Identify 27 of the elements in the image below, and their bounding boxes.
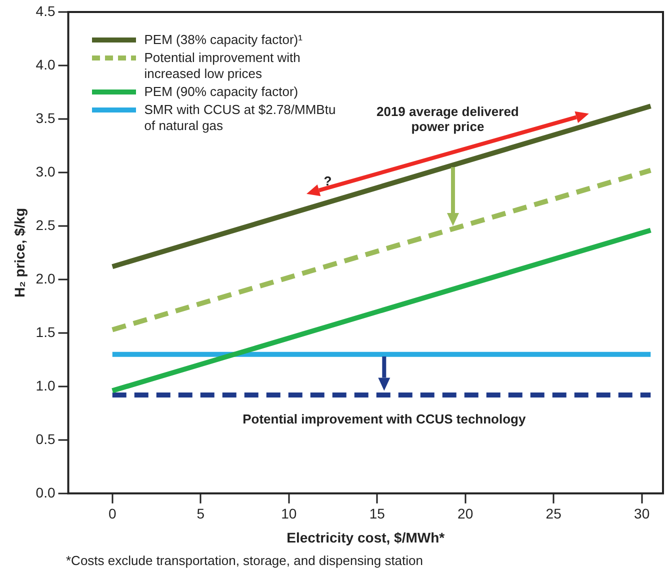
y-tick-label: 0.5 bbox=[36, 430, 56, 447]
annotation: 2019 average delivered power price bbox=[375, 104, 520, 134]
y-axis-title: H₂ price, $/kg bbox=[11, 208, 28, 298]
legend-label: PEM (38% capacity factor)¹ bbox=[144, 32, 304, 48]
y-tick-label: 1.5 bbox=[36, 324, 56, 340]
x-tick-label: 25 bbox=[546, 506, 562, 522]
y-tick-label: 2.5 bbox=[36, 216, 56, 233]
legend-label: PEM (90% capacity factor) bbox=[144, 84, 300, 100]
x-axis-title: Electricity cost, $/MWh* bbox=[286, 529, 446, 546]
legend-label: Potential improvement with increased low prices bbox=[144, 50, 302, 82]
annotation: Potential improvement with CCUS technology bbox=[242, 411, 526, 426]
x-tick-label: 30 bbox=[634, 506, 650, 522]
y-tick-label: 4.5 bbox=[36, 2, 56, 19]
y-tick-label: 1.0 bbox=[36, 377, 56, 394]
text: *Costs exclude transportation, storage, and dispensing station bbox=[66, 553, 423, 568]
x-tick-label: 10 bbox=[281, 506, 297, 522]
x-tick-label: 0 bbox=[108, 506, 116, 522]
legend-label: SMR with CCUS at $2.78/MMBtu of natural gas bbox=[144, 102, 337, 134]
y-tick-label: 3.5 bbox=[36, 110, 56, 126]
y-tick-label: 0.0 bbox=[36, 484, 56, 500]
x-tick-label: 20 bbox=[458, 506, 474, 522]
x-tick-label: 15 bbox=[369, 506, 386, 522]
y-tick-label: 2.0 bbox=[36, 270, 56, 286]
y-tick-label: 4.0 bbox=[36, 56, 56, 72]
x-tick-label: 5 bbox=[196, 506, 205, 522]
y-tick-label: 3.0 bbox=[36, 163, 56, 180]
annotation: ? bbox=[324, 174, 332, 189]
